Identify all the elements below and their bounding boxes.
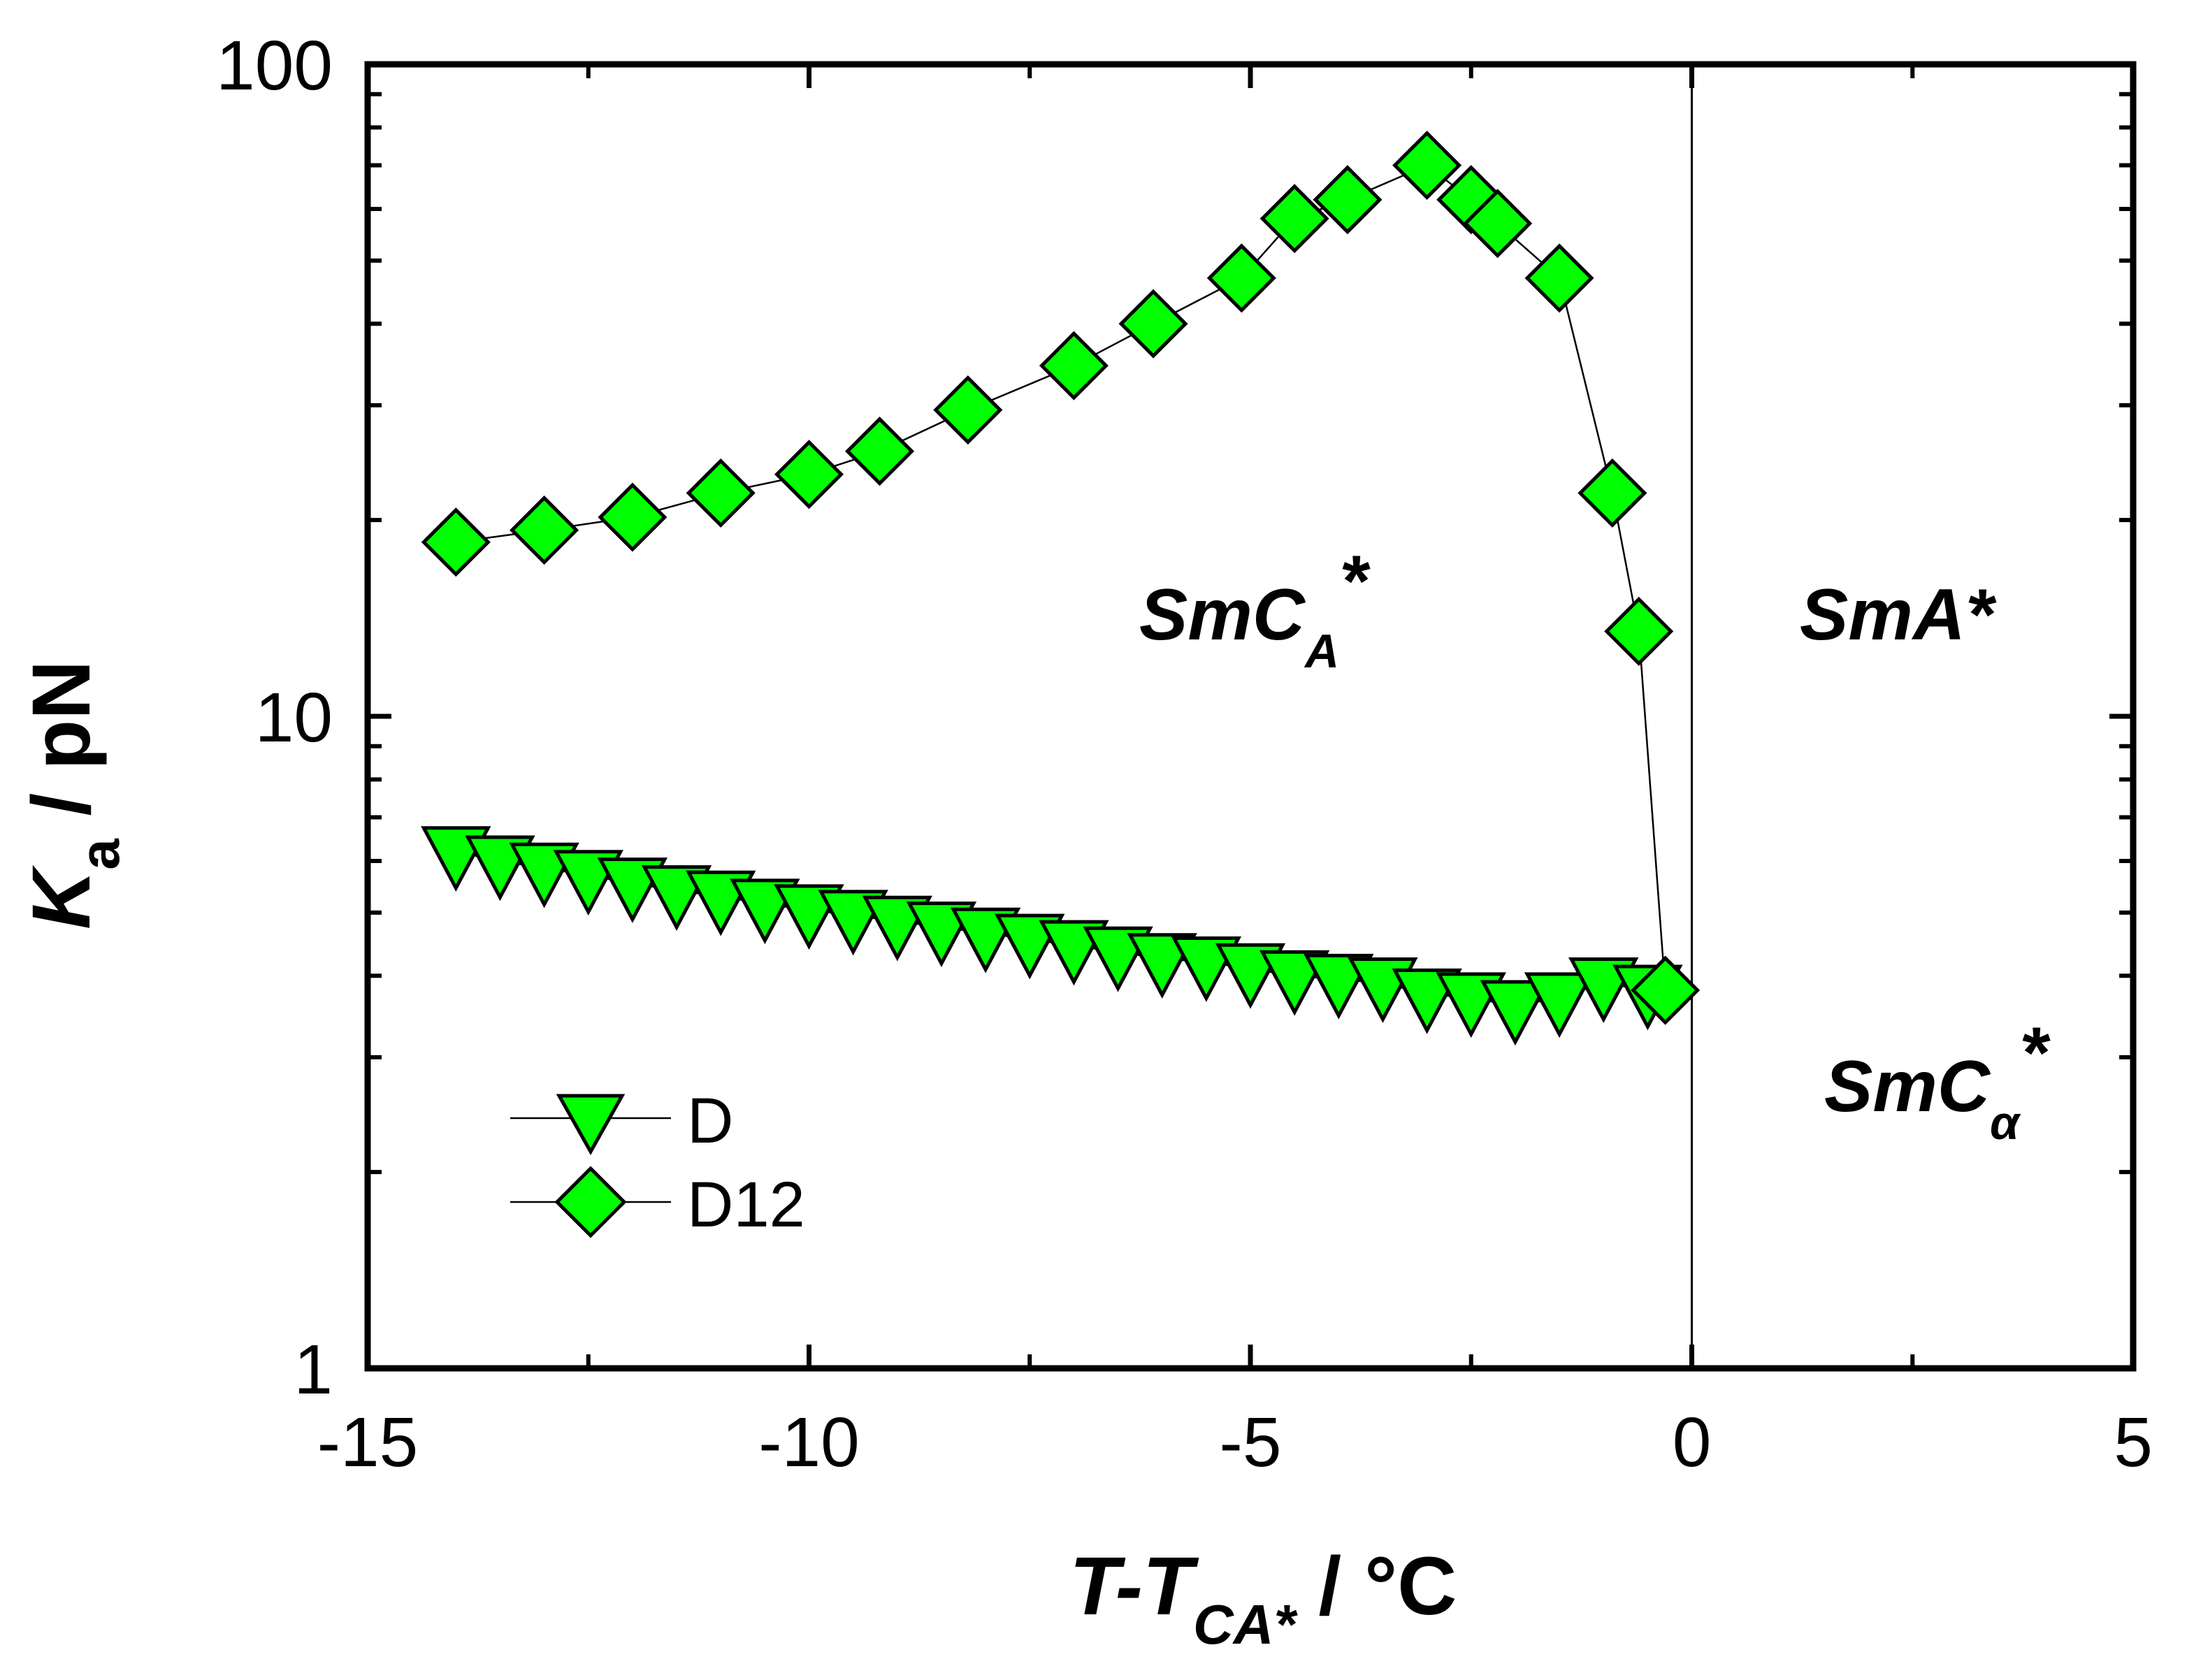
y-tick-label: 1: [294, 1331, 333, 1409]
x-tick-label: -10: [758, 1403, 860, 1482]
x-tick-label: -5: [1220, 1403, 1282, 1482]
point-D12-16: [1578, 458, 1647, 528]
point-D12-11: [1313, 165, 1383, 235]
series-markers-D12: [421, 130, 1701, 1025]
point-D12-13: [1436, 165, 1506, 235]
point-D12-14: [1463, 189, 1533, 259]
phase-label-smca-sup: *: [1339, 541, 1371, 622]
x-axis-title-main: T-T: [1069, 1540, 1199, 1632]
phase-label-smca-main: SmC: [1139, 574, 1306, 656]
series-markers-D: [421, 826, 1683, 1046]
y-axis-title-sub: a: [68, 839, 131, 870]
point-D12-10: [1259, 184, 1329, 254]
legend-marker-D: [556, 1094, 626, 1156]
point-D12-9: [1206, 243, 1276, 313]
x-tick-label: 0: [1673, 1403, 1712, 1482]
y-tick-label: 100: [216, 27, 333, 105]
point-D-24: [1480, 980, 1551, 1046]
legend-label-D12: D12: [687, 1169, 805, 1240]
plot-frame: [364, 61, 2137, 1372]
point-D12-4: [774, 440, 844, 509]
phase-label-sma-sup: *: [1965, 574, 1997, 656]
phase-label-smcalpha-sub: α: [1990, 1096, 2021, 1150]
y-tick-label: 10: [255, 679, 333, 757]
phase-label-smca: SmCA*: [1139, 541, 1371, 678]
point-D12-3: [686, 458, 756, 528]
phase-label-smca-sub: A: [1304, 625, 1339, 678]
point-D-19: [1259, 950, 1330, 1016]
phase-label-smcalpha-sup: *: [2019, 1013, 2051, 1094]
point-D12-12: [1392, 130, 1462, 201]
point-D12-5: [845, 417, 915, 486]
point-D12-15: [1524, 243, 1594, 313]
point-D-25: [1524, 972, 1595, 1038]
point-D-20: [1304, 953, 1374, 1020]
tick-labels: -15 -10 -5 0 5 1 10 100: [216, 27, 2153, 1482]
y-axis-title-main: K: [15, 864, 108, 929]
x-axis-title-unit: / °C: [1296, 1540, 1457, 1632]
point-D12-18: [1631, 955, 1701, 1025]
phase-label-sma-main: SmA: [1800, 574, 1965, 656]
y-axis-title-unit: / pN: [15, 660, 108, 839]
x-axis-title-sub: CA*: [1193, 1593, 1299, 1656]
phase-label-sma: SmA*: [1800, 574, 1997, 656]
x-tick-label: -15: [317, 1403, 419, 1482]
x-axis-title: T-TCA* / °C: [1069, 1540, 1457, 1656]
point-D12-0: [421, 507, 491, 577]
point-D12-8: [1118, 289, 1188, 359]
legend: D D12: [510, 1085, 805, 1240]
point-D12-2: [598, 482, 667, 552]
legend-marker-D12: [554, 1166, 627, 1238]
phase-label-smcalpha: SmCα*: [1824, 1013, 2051, 1150]
point-D12-1: [510, 495, 579, 565]
legend-label-D: D: [687, 1085, 733, 1157]
point-D-16: [1127, 933, 1197, 999]
y-axis-title: Ka / pN: [15, 660, 131, 929]
x-tick-label: 5: [2114, 1403, 2153, 1482]
point-D12-17: [1604, 596, 1674, 666]
point-D12-6: [933, 375, 1003, 445]
point-D12-7: [1039, 331, 1109, 400]
phase-label-smcalpha-main: SmC: [1824, 1046, 1991, 1127]
